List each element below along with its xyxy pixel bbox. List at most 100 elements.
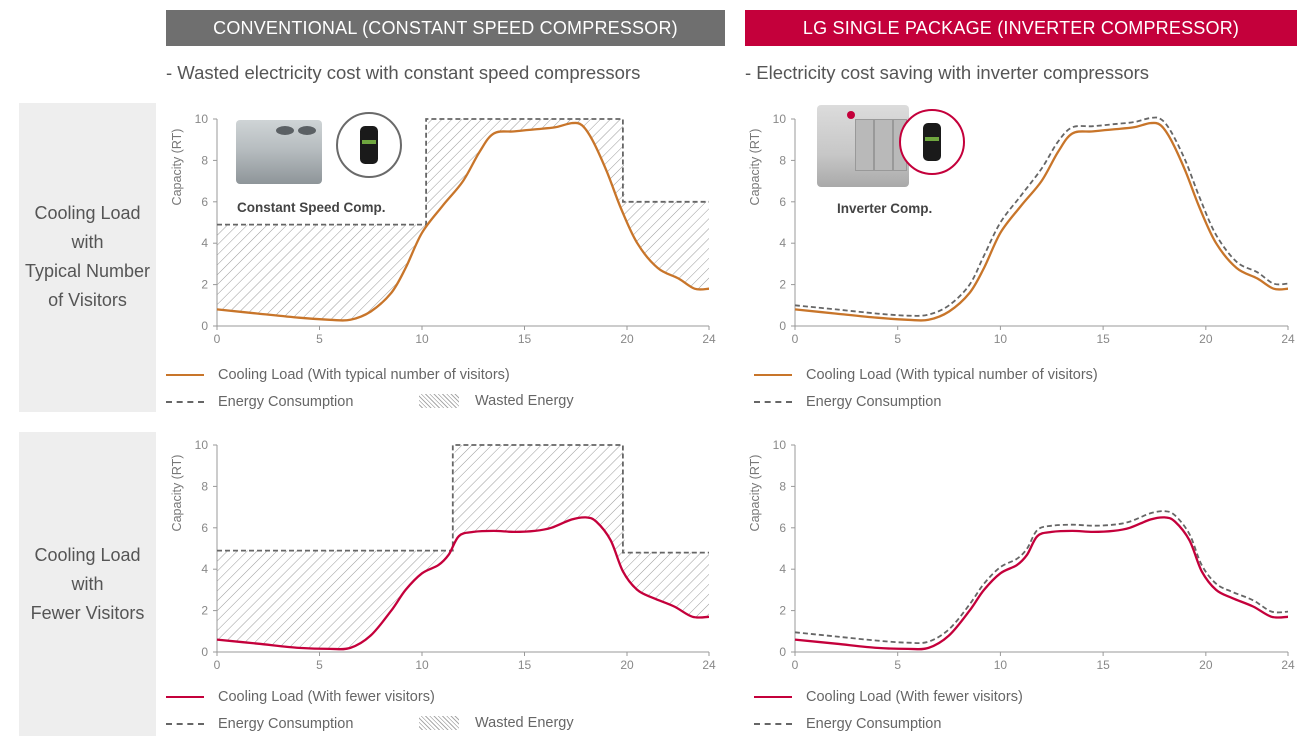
series-cooling-load [794, 121, 1289, 322]
y-tick-label: 0 [779, 319, 786, 333]
series-energy-consumption [217, 444, 709, 554]
x-tick-label: 0 [792, 332, 799, 346]
y-tick-label: 2 [201, 604, 208, 618]
x-tick-label: 10 [415, 658, 429, 672]
legend-label: Cooling Load (With typical number of vis… [806, 367, 1098, 383]
inset-label-constant-speed: Constant Speed Comp. [237, 200, 386, 215]
y-tick-label: 0 [779, 645, 786, 659]
x-tick-label: 24 [702, 332, 716, 346]
compressor-icon [336, 112, 402, 178]
legend-label: Energy Consumption [806, 716, 942, 732]
row-label-line: with [71, 574, 104, 594]
legend-item-energy: Energy Consumption [754, 394, 941, 410]
legend-item-cooling-load-fewer: Cooling Load (With fewer visitors) [754, 689, 1023, 705]
compressor-icon [899, 109, 965, 175]
x-tick-label: 10 [415, 332, 429, 346]
y-tick-label: 6 [779, 521, 786, 535]
legend-item-cooling-load: Cooling Load (With typical number of vis… [754, 367, 1098, 383]
x-tick-label: 10 [994, 332, 1008, 346]
legend-item-cooling-load: Cooling Load (With typical number of vis… [166, 367, 510, 383]
legend-item-wasted: Wasted Energy [419, 393, 574, 409]
y-tick-label: 8 [201, 153, 208, 167]
header-conventional: CONVENTIONAL (CONSTANT SPEED COMPRESSOR) [166, 10, 725, 46]
series-cooling-load [216, 121, 710, 322]
wasted-energy-area [217, 445, 709, 649]
x-tick-label: 20 [1199, 658, 1213, 672]
fan-icon [276, 126, 294, 135]
y-tick-label: 10 [773, 438, 787, 452]
x-tick-label: 0 [214, 658, 221, 672]
y-tick-label: 6 [201, 521, 208, 535]
y-tick-label: 4 [201, 562, 208, 576]
legend-swatch-dashed [166, 723, 204, 725]
legend-item-cooling-load-fewer: Cooling Load (With fewer visitors) [166, 689, 435, 705]
legend-label: Cooling Load (With fewer visitors) [806, 689, 1023, 705]
y-tick-label: 10 [195, 438, 209, 452]
x-tick-label: 24 [1281, 332, 1295, 346]
legend-swatch-solid [754, 374, 792, 376]
legend-label: Wasted Energy [475, 393, 574, 409]
y-tick-label: 0 [201, 645, 208, 659]
row-label-line: of Visitors [48, 290, 127, 310]
y-tick-label: 0 [201, 319, 208, 333]
y-tick-label: 2 [779, 278, 786, 292]
x-tick-label: 24 [702, 658, 716, 672]
inset-inverter: Inverter Comp. [815, 105, 975, 220]
x-tick-label: 20 [1199, 332, 1213, 346]
x-tick-label: 5 [894, 332, 901, 346]
y-axis-label: Capacity (RT) [170, 455, 184, 532]
y-tick-label: 10 [195, 112, 209, 126]
legend-swatch-dashed [166, 401, 204, 403]
y-tick-label: 2 [779, 604, 786, 618]
x-tick-label: 15 [1096, 658, 1110, 672]
series-energy-consumption [794, 510, 1289, 644]
row-panel-typical [19, 103, 156, 412]
row-label-typical: Cooling Load with Typical Number of Visi… [19, 199, 156, 315]
series-energy-consumption [794, 116, 1289, 317]
series-energy-consumption [217, 118, 709, 226]
row-label-line: with [71, 232, 104, 252]
legend-label: Energy Consumption [218, 716, 354, 732]
header-lg-single-package: LG SINGLE PACKAGE (INVERTER COMPRESSOR) [745, 10, 1297, 46]
y-tick-label: 4 [779, 236, 786, 250]
row-label-fewer: Cooling Load with Fewer Visitors [19, 541, 156, 628]
x-tick-label: 0 [792, 658, 799, 672]
legend-swatch-dashed [754, 723, 792, 725]
fan-icon [298, 126, 316, 135]
x-tick-label: 24 [1281, 658, 1295, 672]
row-panel-fewer [19, 432, 156, 736]
subtitle-conventional: - Wasted electricity cost with constant … [166, 62, 641, 83]
y-tick-label: 10 [773, 112, 787, 126]
lg-unit-image [817, 105, 909, 187]
inset-label-inverter: Inverter Comp. [837, 201, 933, 216]
x-tick-label: 10 [994, 658, 1008, 672]
row-label-line: Cooling Load [34, 545, 141, 565]
x-tick-label: 20 [620, 332, 634, 346]
legend-swatch-solid [166, 374, 204, 376]
y-tick-label: 8 [779, 479, 786, 493]
rooftop-unit-image [236, 120, 322, 184]
legend-swatch-hatch [419, 716, 459, 730]
legend-label: Energy Consumption [218, 394, 354, 410]
y-tick-label: 8 [779, 153, 786, 167]
legend-swatch-dashed [754, 401, 792, 403]
y-tick-label: 8 [201, 479, 208, 493]
legend-item-energy: Energy Consumption [754, 716, 941, 732]
x-tick-label: 0 [214, 332, 221, 346]
row-label-line: Typical Number [24, 261, 151, 281]
legend-swatch-solid [754, 696, 792, 698]
y-axis-label: Capacity (RT) [170, 129, 184, 206]
x-tick-label: 5 [894, 658, 901, 672]
x-tick-label: 15 [518, 658, 532, 672]
legend-label: Wasted Energy [475, 715, 574, 731]
x-tick-label: 15 [518, 332, 532, 346]
legend-swatch-solid [166, 696, 204, 698]
wasted-energy-area [217, 119, 709, 320]
y-axis-label: Capacity (RT) [748, 455, 762, 532]
legend-label: Cooling Load (With typical number of vis… [218, 367, 510, 383]
legend-item-wasted: Wasted Energy [419, 715, 574, 731]
subtitle-lg: - Electricity cost saving with inverter … [745, 62, 1150, 83]
